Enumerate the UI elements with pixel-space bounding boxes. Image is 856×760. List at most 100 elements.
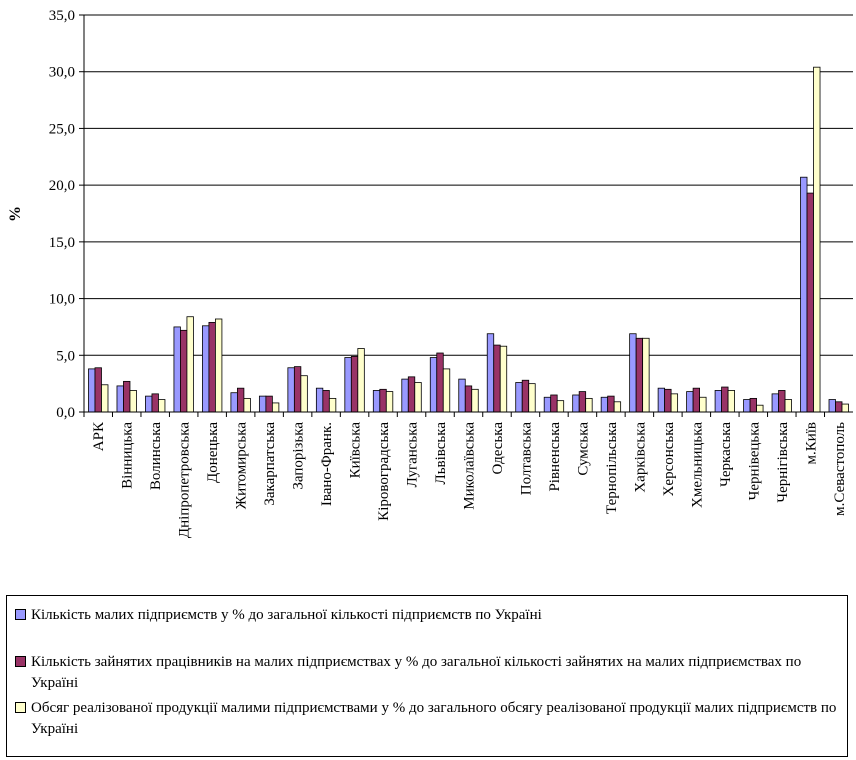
- bar-series-2: [806, 192, 814, 413]
- bar-series-3: [129, 390, 137, 413]
- bar-series-3: [101, 384, 109, 413]
- bar-series-2: [293, 366, 302, 413]
- bar-series-3: [385, 391, 394, 413]
- y-tick-label: 15,0: [49, 235, 75, 251]
- bar-series-2: [407, 376, 416, 413]
- bar-series-3: [414, 382, 422, 413]
- bar-series-1: [315, 387, 324, 413]
- bar-series-3: [243, 397, 251, 413]
- bar-series-1: [486, 333, 495, 413]
- y-axis-label: %: [7, 206, 24, 222]
- x-tick-label: Львівська: [433, 422, 449, 485]
- bar-series-1: [515, 382, 523, 413]
- bar-series-1: [344, 357, 352, 413]
- bar-series-1: [258, 395, 267, 413]
- x-tick-label: Херсонська: [661, 422, 677, 497]
- bar-series-3: [841, 403, 849, 413]
- bar-series-1: [800, 176, 808, 413]
- x-tick-label: Миколаївська: [462, 422, 478, 510]
- x-tick-label: Хмельницька: [689, 422, 705, 508]
- x-tick-label: Одеська: [490, 422, 506, 475]
- bar-series-3: [670, 393, 679, 413]
- x-tick-label: Рівненська: [547, 422, 563, 492]
- bar-series-2: [236, 387, 245, 413]
- legend-item-2: Кількість зайнятих працівників на малих …: [15, 652, 841, 694]
- bar-series-2: [778, 390, 786, 413]
- y-tick-label: 30,0: [49, 65, 75, 81]
- bar-series-1: [686, 391, 694, 413]
- y-tick-label: 20,0: [49, 178, 75, 194]
- bar-series-1: [543, 396, 552, 413]
- bar-series-3: [300, 375, 308, 413]
- bar-series-2: [721, 386, 729, 413]
- x-tick-label: Тернопільська: [604, 422, 620, 514]
- bar-series-2: [208, 321, 216, 413]
- legend-label-3: Обсяг реалізованої продукції малими підп…: [31, 700, 837, 737]
- legend-label-1: Кількість малих підприємств у % до загал…: [31, 607, 542, 623]
- bar-series-1: [287, 367, 295, 413]
- x-tick-label: Запорізька: [291, 422, 307, 490]
- bar-series-3: [756, 404, 764, 413]
- bar-series-1: [372, 390, 381, 413]
- y-tick-label: 0,0: [56, 405, 75, 421]
- x-tick-label: Київська: [348, 422, 364, 479]
- x-tick-labels: АРК Вінницька Волинська Дніпропетровська Дон…: [91, 421, 848, 538]
- x-tick-label: Кіровоградська: [376, 422, 392, 521]
- bar-series-2: [521, 379, 530, 413]
- x-tick-label: Черкаська: [718, 422, 734, 487]
- bar-series-1: [88, 368, 96, 413]
- bar-series-2: [607, 395, 615, 413]
- bar-series-2: [180, 329, 188, 413]
- bar-series-3: [186, 316, 194, 413]
- bar-series-2: [123, 380, 131, 413]
- bar-series-1: [572, 394, 580, 413]
- bar-series-2: [835, 401, 843, 413]
- bar-series-2: [749, 397, 757, 413]
- bar-series-1: [743, 399, 751, 413]
- x-tick-label: Івано-Франк.: [319, 422, 335, 506]
- bar-series-3: [158, 399, 166, 413]
- bar-series-3: [613, 401, 622, 413]
- x-tick-label: Волинська: [148, 422, 164, 490]
- bar-series-3: [471, 388, 479, 413]
- bar-series-1: [202, 325, 210, 413]
- y-tick-label: 25,0: [49, 121, 75, 137]
- bar-series-2: [692, 387, 701, 413]
- bar-series-3: [215, 318, 223, 413]
- legend: Кількість малих підприємств у % до загал…: [6, 595, 848, 757]
- bar-series-1: [714, 390, 722, 413]
- bar-series-3: [813, 66, 821, 413]
- bar-series-2: [94, 367, 102, 413]
- y-tick-label: 10,0: [49, 292, 75, 308]
- bar-series-2: [322, 390, 330, 413]
- x-tick-label: Сумська: [575, 422, 591, 476]
- bar-series-2: [436, 352, 444, 413]
- bar-series-2: [464, 385, 473, 413]
- legend-swatch-1: [15, 609, 26, 620]
- bar-series-1: [230, 392, 238, 413]
- bar-series-1: [145, 395, 153, 413]
- x-tick-label: АРК: [91, 421, 107, 451]
- legend-swatch-2: [15, 656, 26, 667]
- legend-swatch-3: [15, 702, 26, 713]
- bar-series-1: [173, 326, 181, 413]
- bar-series-1: [600, 396, 609, 413]
- bar-series-3: [784, 399, 792, 413]
- bar-series-2: [151, 393, 159, 413]
- legend-label-2: Кількість зайнятих працівників на малих …: [31, 654, 802, 691]
- x-tick-label: м.Київ: [803, 422, 819, 465]
- bar-series-3: [499, 345, 508, 413]
- bars: [88, 66, 849, 413]
- x-tick-label: Донецька: [205, 422, 221, 483]
- bar-series-3: [357, 348, 365, 413]
- bar-series-3: [442, 368, 451, 413]
- bar-series-3: [528, 383, 536, 413]
- x-tick-label: Вінницька: [120, 422, 136, 489]
- gridlines: [84, 14, 853, 356]
- bar-series-2: [635, 337, 644, 413]
- bar-series-2: [493, 344, 501, 413]
- x-tick-label: Луганська: [405, 422, 421, 488]
- bar-series-1: [771, 393, 779, 413]
- legend-item-3: Обсяг реалізованої продукції малими підп…: [15, 698, 841, 740]
- x-tick-label: Чернівецька: [746, 422, 762, 501]
